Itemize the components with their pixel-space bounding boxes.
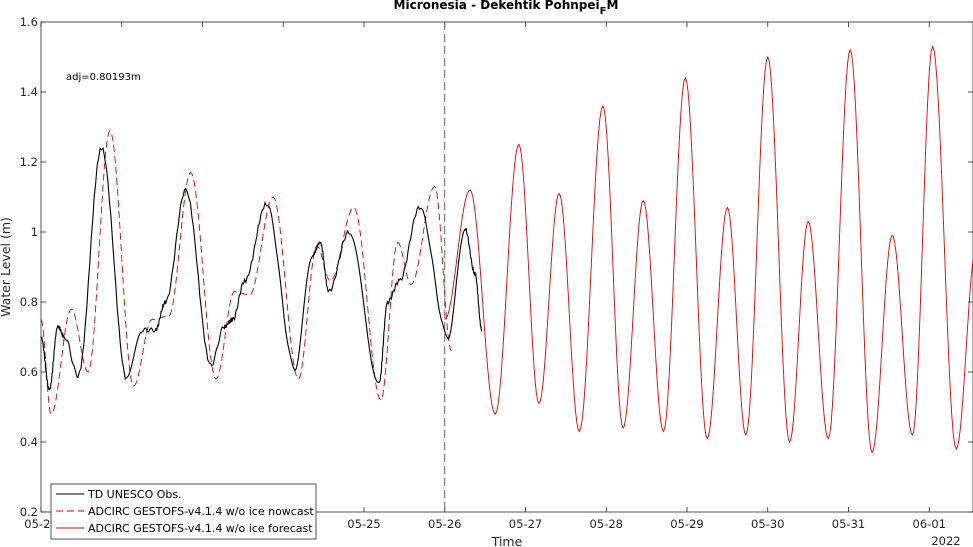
y-tick-label: 1.4 xyxy=(20,85,38,99)
y-tick-label: 1.2 xyxy=(20,155,38,169)
x-tick-label: 05-21 xyxy=(24,517,57,531)
series-layer xyxy=(40,45,973,454)
y-tick-label: 0.2 xyxy=(20,505,38,519)
series-line-0 xyxy=(40,146,483,391)
y-tick-label: 1.6 xyxy=(20,15,38,29)
x-tick-label: 05-31 xyxy=(832,517,865,531)
y-axis-ticks: 0.2 0.4 0.6 0.8 1 1.2 1.4 1.6 xyxy=(20,15,973,519)
y-tick-label: 0.8 xyxy=(20,295,38,309)
plot-area xyxy=(40,21,973,513)
y-tick-label: 0.6 xyxy=(20,365,38,379)
x-tick-label: 05-28 xyxy=(590,517,623,531)
y-tick-label: 1 xyxy=(31,225,38,239)
legend-label-0: TD UNESCO Obs. xyxy=(87,488,182,501)
legend-label-1: ADCIRC GESTOFS-v4.1.4 w/o ice nowcast xyxy=(88,505,314,518)
x-tick-label: 06-01 xyxy=(913,517,946,531)
y-tick-label: 0.4 xyxy=(20,435,38,449)
x-axis-label: Time xyxy=(491,534,523,547)
series-line-2 xyxy=(444,45,973,454)
series-line-1 xyxy=(40,129,452,415)
x-tick-label: 05-30 xyxy=(751,517,784,531)
annotation-adj: adj=0.80193m xyxy=(66,72,141,83)
year-label: 2022 xyxy=(931,534,960,547)
legend-box xyxy=(50,483,317,540)
legend-label-2: ADCIRC GESTOFS-v4.1.4 w/o ice forecast xyxy=(88,522,313,535)
legend: TD UNESCO Obs. ADCIRC GESTOFS-v4.1.4 w/o … xyxy=(50,483,317,540)
x-tick-label: 05-29 xyxy=(670,517,703,531)
x-tick-label: 05-27 xyxy=(509,517,542,531)
x-tick-label: 05-26 xyxy=(428,517,461,531)
y-axis-label: Water Level (m) xyxy=(0,217,13,317)
x-tick-label: 05-25 xyxy=(347,517,380,531)
chart-title: Micronesia - Dekehtik PohnpeiFM xyxy=(394,0,619,17)
